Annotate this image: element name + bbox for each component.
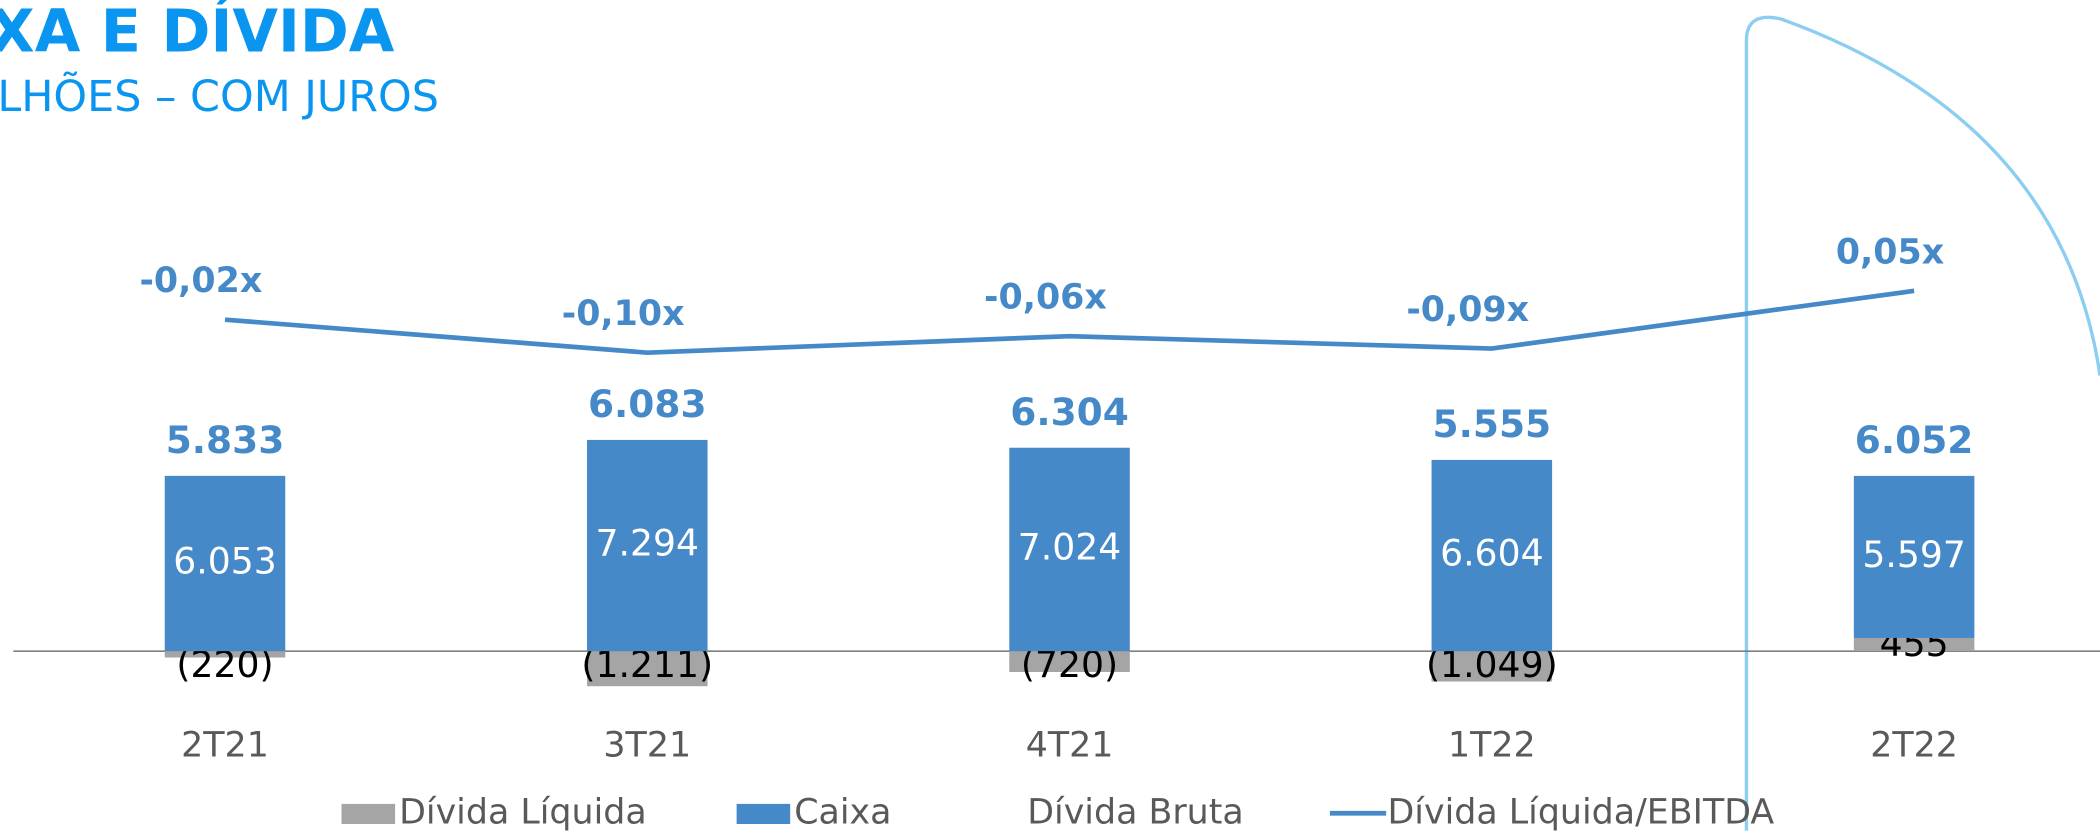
legend-swatch — [736, 803, 791, 824]
legend-label: Dívida Bruta — [1027, 792, 1244, 831]
data-label: 7.024 — [1018, 525, 1122, 568]
bar-segment — [587, 651, 708, 687]
total-label: 6.304 — [1010, 390, 1129, 434]
chart-title: XA E DÍVIDA — [0, 0, 395, 65]
x-tick-label: 2T22 — [1870, 725, 1958, 765]
line-label: -0,06x — [984, 278, 1107, 318]
total-label: 5.833 — [166, 418, 285, 462]
line-label: 0,05x — [1836, 232, 1944, 272]
data-label: 5.597 — [1862, 533, 1966, 576]
bar-segment — [1009, 651, 1130, 672]
bar-segment — [1009, 447, 1130, 652]
bar-segment — [1431, 651, 1553, 682]
bar-segment — [164, 475, 286, 652]
decorative-arc — [1744, 15, 2100, 831]
legend-label: Dívida Líquida/EBITDA — [1388, 792, 1775, 831]
x-tick-label: 1T22 — [1448, 725, 1536, 765]
bar-segment — [1853, 475, 1975, 638]
total-label: 5.555 — [1433, 402, 1552, 446]
data-label: 6.604 — [1440, 532, 1544, 575]
bar-segment — [1853, 637, 1975, 652]
line — [224, 288, 1915, 356]
legend-label: Dívida Líquida — [399, 792, 647, 831]
legend-label: Caixa — [794, 792, 891, 831]
line-label: -0,02x — [139, 261, 262, 301]
data-label: 6.053 — [173, 540, 277, 583]
x-tick-label: 2T21 — [181, 725, 269, 765]
legend-swatch — [341, 803, 396, 824]
bar-segment — [1431, 459, 1553, 652]
line-label: -0,10x — [562, 294, 685, 334]
bar-segment — [164, 651, 286, 658]
x-tick-label: 4T21 — [1026, 725, 1114, 765]
chart-subtitle: LHÕES – COM JUROS — [0, 71, 439, 122]
line-label: -0,09x — [1406, 290, 1529, 330]
bar-segment — [587, 439, 708, 652]
data-label: 7.294 — [596, 522, 700, 565]
total-label: 6.083 — [588, 382, 707, 426]
total-label: 6.052 — [1855, 418, 1974, 462]
x-tick-label: 3T21 — [603, 725, 691, 765]
